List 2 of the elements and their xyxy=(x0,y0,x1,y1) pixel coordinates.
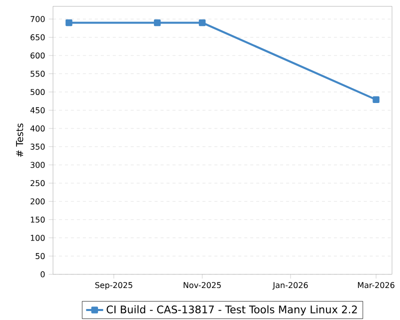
legend-label: CI Build - CAS-13817 - Test Tools Many Linux 2.2 xyxy=(106,305,357,316)
y-axis-title: # Tests xyxy=(16,124,24,157)
